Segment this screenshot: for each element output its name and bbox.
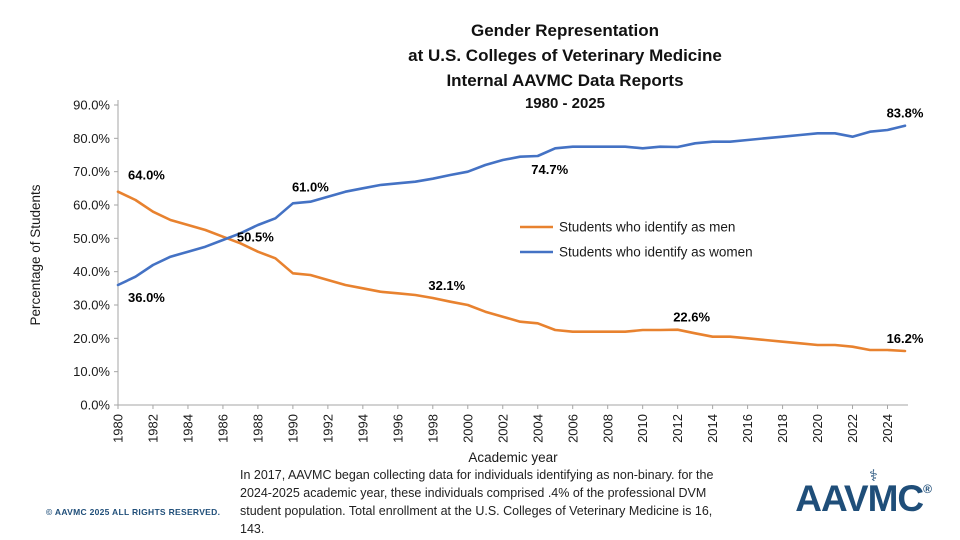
x-axis-title: Academic year (468, 450, 558, 465)
title-line-2: at U.S. Colleges of Veterinary Medicine (408, 46, 722, 65)
x-tick-label: 1986 (215, 414, 230, 443)
data-label: 36.0% (128, 290, 165, 305)
copyright: © AAVMC 2025 ALL RIGHTS RESERVED. (46, 507, 221, 517)
x-tick-label: 1998 (425, 414, 440, 443)
series-line-women (116, 124, 907, 287)
title-line-4: 1980 - 2025 (524, 95, 606, 112)
x-tick-label: 1994 (355, 414, 370, 443)
data-label: 83.8% (887, 106, 924, 121)
data-label: 64.0% (128, 168, 165, 183)
y-tick-label: 60.0% (73, 198, 110, 213)
x-tick-label: 2016 (740, 414, 755, 443)
legend-label: Students who identify as men (559, 220, 735, 235)
data-label: 61.0% (292, 180, 329, 195)
y-tick-label: 0.0% (80, 398, 110, 413)
x-tick-label: 1992 (320, 414, 335, 443)
aavmc-logo: ⚕ AAVMC® (795, 469, 932, 519)
caduceus-icon: ⚕ (869, 468, 878, 485)
x-tick-label: 2002 (495, 414, 510, 443)
legend-label: Students who identify as women (559, 245, 753, 260)
logo-text: AAVMC (795, 478, 924, 519)
data-label: 22.6% (673, 310, 710, 325)
x-tick-label: 2010 (635, 414, 650, 443)
x-tick-label: 2000 (460, 414, 475, 443)
data-label: 16.2% (887, 331, 924, 346)
y-tick-label: 20.0% (73, 331, 110, 346)
x-tick-label: 1988 (250, 414, 265, 443)
x-tick-label: 2006 (565, 414, 580, 443)
x-tick-label: 2008 (600, 414, 615, 443)
y-tick-label: 40.0% (73, 264, 110, 279)
y-axis-title: Percentage of Students (28, 184, 43, 325)
title-line-1: Gender Representation (471, 21, 659, 40)
x-tick-label: 2018 (775, 414, 790, 443)
x-tick-label: 2024 (880, 414, 895, 443)
x-tick-label: 1996 (390, 414, 405, 443)
x-tick-label: 2012 (670, 414, 685, 443)
x-tick-label: 1982 (146, 414, 161, 443)
y-tick-label: 50.0% (73, 231, 110, 246)
x-tick-label: 2022 (845, 414, 860, 443)
x-tick-label: 2020 (810, 414, 825, 443)
chart-title: Gender Representation at U.S. Colleges o… (170, 18, 960, 115)
data-label: 32.1% (428, 278, 465, 293)
x-tick-label: 2014 (705, 414, 720, 443)
footnote: In 2017, AAVMC began collecting data for… (240, 468, 714, 537)
y-tick-label: 70.0% (73, 164, 110, 179)
series-line-men (116, 190, 907, 353)
y-tick-label: 80.0% (73, 131, 110, 146)
y-tick-label: 10.0% (73, 364, 110, 379)
x-tick-label: 2004 (530, 414, 545, 443)
x-tick-label: 1984 (181, 414, 196, 443)
title-line-3: Internal AAVMC Data Reports (446, 71, 684, 90)
data-label: 74.7% (531, 162, 568, 177)
data-label: 50.5% (237, 230, 274, 245)
registered-mark: ® (923, 482, 932, 496)
x-tick-label: 1980 (111, 414, 126, 443)
x-tick-label: 1990 (285, 414, 300, 443)
y-tick-label: 90.0% (73, 98, 110, 113)
y-tick-label: 30.0% (73, 298, 110, 313)
